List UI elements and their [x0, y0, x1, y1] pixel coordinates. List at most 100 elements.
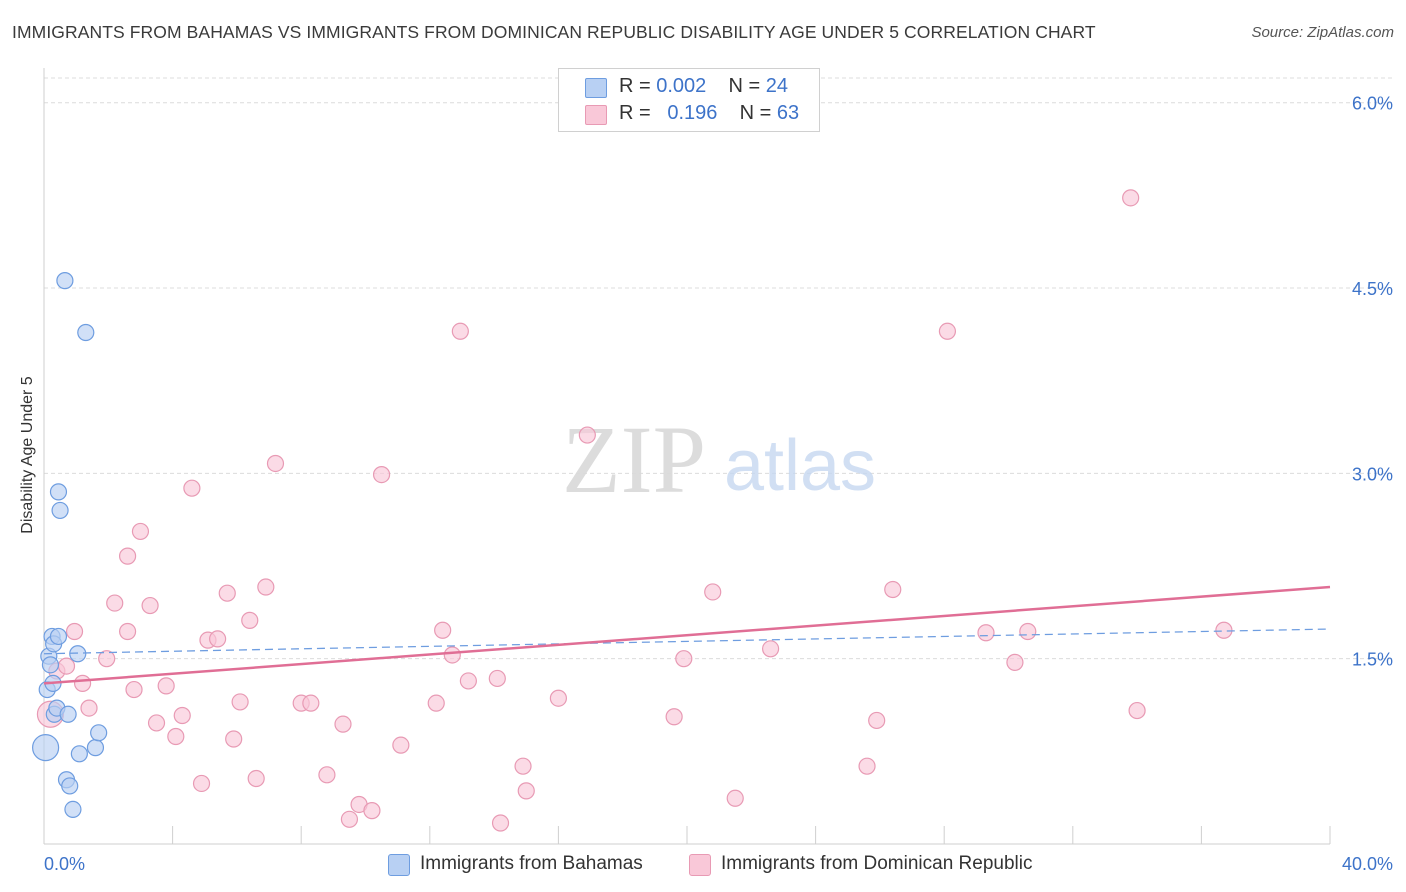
y-axis-label: Disability Age Under 5 — [19, 376, 36, 534]
axes — [43, 68, 1331, 845]
dominican-republic-point — [459, 672, 477, 690]
legend-r-value-bahamas: 0.002 — [656, 75, 707, 97]
dominican-republic-point — [192, 774, 211, 793]
bottom-legend-swatch-dominican-republic — [689, 854, 711, 876]
dominican-republic-point — [427, 694, 445, 712]
bahamas-point — [77, 323, 95, 342]
bahamas-point — [56, 272, 74, 290]
dominican-republic-point — [209, 630, 227, 648]
dominican-republic-point — [704, 583, 722, 601]
dominican-republic-point — [302, 694, 320, 712]
y-tick-label: 6.0% — [1352, 94, 1393, 114]
dominican-republic-point — [340, 810, 359, 828]
dominican-republic-point — [231, 693, 249, 711]
trend-line-dominican-republic — [43, 585, 1331, 685]
bahamas-point — [70, 745, 88, 763]
dominican-republic-point — [675, 650, 693, 668]
bahamas-point — [49, 483, 68, 501]
dominican-republic-point — [434, 621, 452, 639]
bahamas-point — [64, 800, 82, 819]
y-tick-label: 4.5% — [1352, 279, 1393, 299]
dominican-republic-point — [57, 657, 76, 675]
bahamas-point — [41, 656, 60, 674]
dominican-republic-point — [517, 782, 535, 800]
dominican-republic-point — [80, 699, 98, 717]
chart-title: IMMIGRANTS FROM BAHAMAS VS IMMIGRANTS FR… — [12, 22, 1096, 42]
bahamas-point — [86, 739, 105, 757]
y-tick-label: 1.5% — [1352, 650, 1393, 670]
dominican-republic-point — [884, 580, 902, 599]
dominican-republic-point — [125, 680, 143, 699]
bahamas-point — [49, 627, 68, 646]
dominican-republic-point — [141, 596, 159, 615]
dominican-republic-point — [98, 650, 116, 668]
dominican-republic-point — [1019, 622, 1037, 641]
y-tick-label: 3.0% — [1352, 464, 1393, 484]
dominican-republic-point — [858, 757, 876, 775]
dominican-republic-point — [257, 578, 275, 596]
legend-swatch-dominican-republic — [585, 105, 607, 125]
bahamas-point — [61, 777, 79, 795]
dominican-republic-point — [334, 715, 352, 733]
dominican-republic-point — [761, 640, 780, 658]
dominican-republic-point — [488, 669, 506, 688]
watermark: ZIP atlas — [562, 406, 876, 513]
legend-n-value-dominican-republic: 63 — [776, 102, 800, 124]
source-label: Source: ZipAtlas.com — [1251, 24, 1394, 41]
x-tick-label-min: 0.0% — [44, 854, 85, 874]
dominican-republic-point — [372, 465, 391, 484]
dominican-republic-point — [1128, 701, 1146, 720]
watermark-zip: ZIP — [562, 406, 706, 513]
dominican-republic-point — [106, 594, 124, 612]
dominican-republic-point — [218, 584, 236, 602]
dominican-republic-point — [65, 622, 84, 641]
dominican-republic-point — [118, 547, 137, 565]
legend-n-label: N = — [739, 102, 777, 124]
dominican-republic-point — [225, 730, 243, 748]
dominican-republic-point — [578, 426, 596, 444]
legend-swatch-bahamas — [585, 78, 607, 98]
dominican-republic-point — [1215, 621, 1233, 639]
dominican-republic-point — [491, 814, 510, 832]
bottom-legend-label-bahamas: Immigrants from Bahamas — [420, 853, 643, 874]
bottom-legend-swatch-bahamas — [388, 854, 410, 876]
bahamas-point — [51, 501, 69, 520]
dominican-republic-point — [183, 479, 201, 497]
series-bahamas-points — [32, 272, 108, 819]
dominican-republic-point — [131, 522, 150, 541]
grid-lines — [44, 77, 1394, 660]
dominican-republic-point — [443, 646, 461, 664]
dominican-republic-point — [938, 322, 957, 340]
dominican-republic-point — [363, 802, 381, 820]
trend-lines — [43, 585, 1331, 685]
series-dominican-republic-points — [36, 189, 1233, 832]
trend-line-bahamas — [43, 628, 1331, 655]
dominican-republic-point — [726, 789, 744, 807]
dominican-republic-point — [451, 322, 469, 340]
legend-r-label: R = — [619, 102, 657, 124]
dominican-republic-point — [247, 769, 265, 788]
bahamas-point — [32, 734, 60, 762]
dominican-republic-point — [118, 622, 137, 641]
watermark-atlas: atlas — [724, 426, 876, 506]
dominican-republic-point — [514, 757, 532, 775]
dominican-republic-point — [167, 727, 185, 746]
dominican-republic-point — [266, 454, 285, 473]
tick-labels: 1.5% 3.0% 4.5% 6.0% 0.0% 40.0% — [44, 94, 1393, 874]
legend-r-value-dominican-republic: 0.196 — [667, 102, 718, 124]
dominican-republic-point — [868, 711, 886, 730]
dominican-republic-point — [1006, 653, 1024, 671]
dominican-republic-point — [73, 674, 92, 692]
dominican-republic-point — [665, 708, 683, 726]
bottom-legend-label-dominican-republic: Immigrants from Dominican Republic — [721, 853, 1033, 874]
dominican-republic-point — [241, 611, 259, 629]
dominican-republic-point — [173, 706, 191, 725]
legend-n-value-bahamas: 24 — [765, 75, 789, 97]
legend-r-label: R = — [619, 75, 657, 97]
dominican-republic-point — [157, 677, 175, 695]
dominican-republic-point — [977, 624, 995, 642]
x-tick-label-max: 40.0% — [1342, 854, 1393, 874]
dominican-republic-point — [147, 714, 166, 732]
stats-legend: R = 0.002 N = 24 R = 0.196 N = 63 — [558, 68, 820, 132]
